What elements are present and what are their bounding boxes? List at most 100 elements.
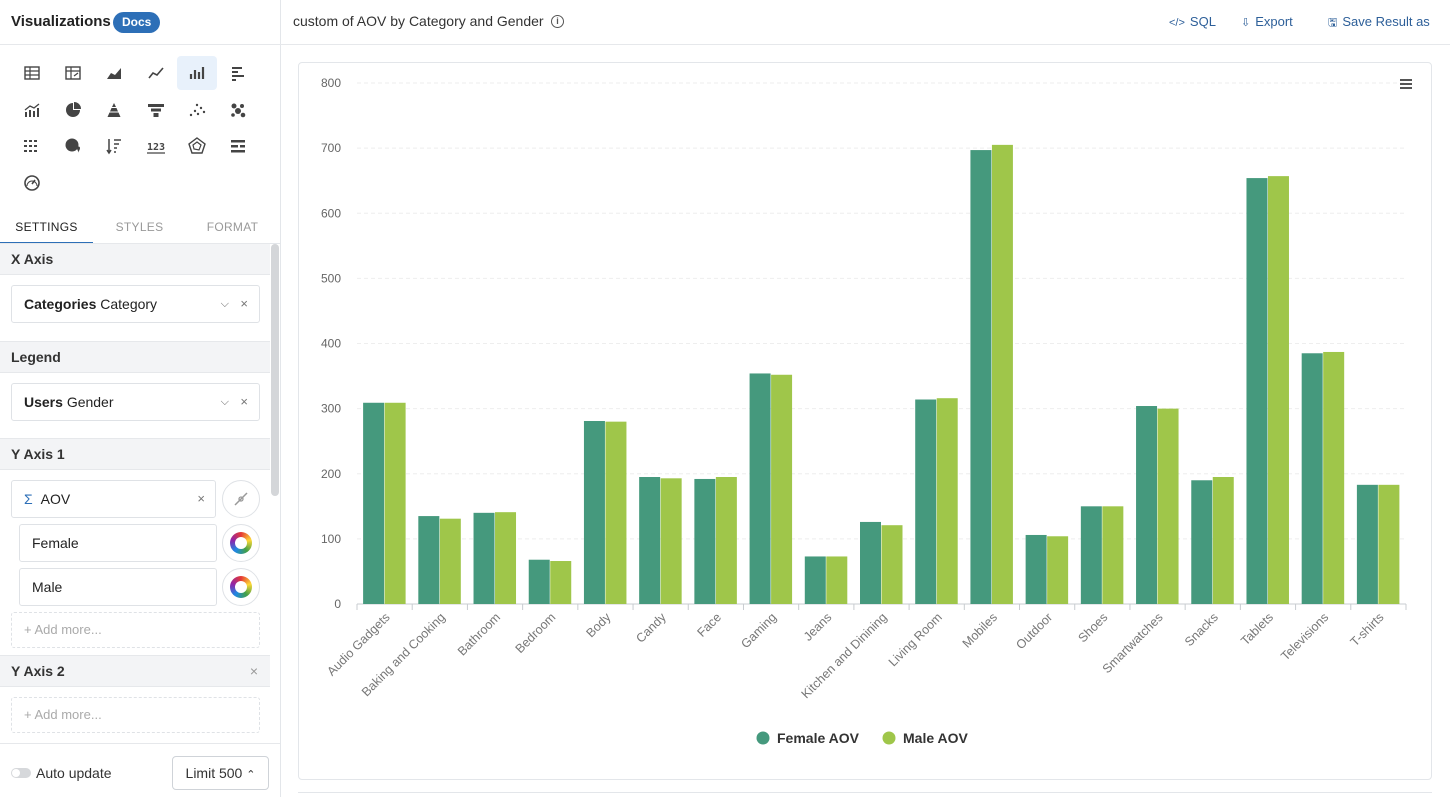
viz-type-gantt[interactable] xyxy=(218,129,258,163)
bar-female xyxy=(473,512,495,604)
chart-menu-icon[interactable] xyxy=(1398,77,1414,93)
bar-female xyxy=(363,402,385,604)
x-tick-label: Outdoor xyxy=(1013,610,1055,652)
x-tick-label: Televisions xyxy=(1278,610,1331,663)
info-icon[interactable]: i xyxy=(551,15,564,28)
bar-male xyxy=(1378,484,1400,604)
male-color-picker[interactable] xyxy=(222,568,260,606)
close-icon[interactable]: × xyxy=(197,491,205,506)
viz-type-line-chart[interactable] xyxy=(136,56,176,90)
sidebar-scrollbar[interactable] xyxy=(271,244,279,496)
chart-title: custom of AOV by Category and Gender xyxy=(293,13,544,29)
sql-button[interactable]: </> SQL xyxy=(1169,14,1216,29)
gauge-icon xyxy=(24,175,40,191)
chart-card: 0 100 200 300 400 500 600 700 800 Audio Gadgets Ba… xyxy=(298,62,1432,780)
x-tick-label: Bedroom xyxy=(513,610,559,656)
viz-type-map[interactable] xyxy=(53,129,93,163)
legend-label: Female AOV xyxy=(777,730,860,746)
bar-male xyxy=(439,518,461,604)
auto-update-label: Auto update xyxy=(36,765,112,781)
area-chart-icon xyxy=(107,68,122,79)
series-male-row[interactable]: Male xyxy=(19,568,217,606)
bar-female xyxy=(1136,406,1158,604)
scatter-icon xyxy=(189,103,205,116)
x-axis-field-table: Categories xyxy=(24,296,97,312)
save-result-button[interactable]: 🖫 Save Result as xyxy=(1328,14,1430,33)
bar-male xyxy=(881,525,903,604)
save-icon: 🖫 xyxy=(1328,17,1338,29)
female-color-picker[interactable] xyxy=(222,524,260,562)
viz-type-horizontal-bar[interactable] xyxy=(218,56,258,90)
docs-badge[interactable]: Docs xyxy=(113,12,161,33)
svg-text:123: 123 xyxy=(147,142,165,153)
viz-type-scatter[interactable] xyxy=(177,93,217,127)
tab-format[interactable]: FORMAT xyxy=(206,220,259,234)
bar-female xyxy=(1025,534,1047,604)
x-tick-label: Shoes xyxy=(1075,610,1110,645)
pivot-table-icon xyxy=(65,66,81,80)
bar-female xyxy=(749,373,771,604)
series-female-row[interactable]: Female xyxy=(19,524,217,562)
y-axis2-add-more[interactable]: + Add more... xyxy=(11,697,260,733)
viz-type-funnel[interactable] xyxy=(136,93,176,127)
viz-type-gauge[interactable] xyxy=(12,166,52,200)
close-icon[interactable]: × xyxy=(240,296,248,311)
chevron-up-icon: ⌃ xyxy=(246,769,256,781)
tab-styles[interactable]: STYLES xyxy=(115,220,164,234)
bubble-icon xyxy=(231,103,246,117)
y-tick-label: 100 xyxy=(321,532,341,546)
y-axis2-heading: Y Axis 2 xyxy=(11,663,65,679)
sidebar-title: Visualizations xyxy=(11,13,111,30)
series-style-button[interactable] xyxy=(222,480,260,518)
y-tick-label: 300 xyxy=(321,402,341,416)
tab-settings[interactable]: SETTINGS xyxy=(0,210,93,244)
bar-female xyxy=(970,150,992,605)
viz-type-combo-chart[interactable] xyxy=(12,93,52,127)
viz-type-pyramid[interactable] xyxy=(94,93,134,127)
export-label: Export xyxy=(1255,14,1293,29)
viz-type-area-chart[interactable] xyxy=(94,56,134,90)
bar-male xyxy=(1157,408,1179,604)
save-label: Save Result as xyxy=(1342,14,1430,29)
bar-male xyxy=(771,374,793,604)
bar-female xyxy=(1246,178,1268,604)
x-axis-field[interactable]: Categories Category ⌵ × xyxy=(11,285,260,323)
chevron-down-icon[interactable]: ⌵ xyxy=(220,396,229,408)
bar-male xyxy=(991,144,1013,604)
auto-update-toggle[interactable] xyxy=(11,768,31,778)
bar-male xyxy=(384,402,406,604)
bar-male xyxy=(660,478,682,604)
viz-type-bubble[interactable] xyxy=(218,93,258,127)
close-icon[interactable]: × xyxy=(240,394,248,409)
x-tick-label: Gaming xyxy=(738,610,779,651)
y-axis2-section-title: Y Axis 2 × xyxy=(0,655,270,687)
viz-type-table[interactable] xyxy=(12,56,52,90)
chevron-down-icon[interactable]: ⌵ xyxy=(220,298,229,310)
bar-male xyxy=(1212,477,1234,604)
bar-female xyxy=(639,477,661,604)
y-tick-label: 400 xyxy=(321,337,341,351)
x-tick-label: T-shirts xyxy=(1348,610,1387,649)
y-axis1-add-more[interactable]: + Add more... xyxy=(11,612,260,648)
code-icon: </> xyxy=(1169,17,1185,29)
viz-type-bar-chart[interactable] xyxy=(176,56,217,90)
legend-field[interactable]: Users Gender ⌵ × xyxy=(11,383,260,421)
bar-male xyxy=(1267,176,1289,604)
legend-field-column: Gender xyxy=(66,394,114,410)
bar-female xyxy=(1191,480,1213,604)
bar-male xyxy=(1323,351,1345,604)
viz-type-radar[interactable] xyxy=(177,129,217,163)
y-axis1-measure-field[interactable]: Σ AOV × xyxy=(11,480,216,518)
close-icon[interactable]: × xyxy=(249,663,258,679)
bar-male xyxy=(1102,506,1124,604)
x-axis-section-title: X Axis xyxy=(0,243,270,275)
bar-chart-icon xyxy=(189,67,204,79)
viz-type-pie-chart[interactable] xyxy=(53,93,93,127)
y-tick-label: 200 xyxy=(321,467,341,481)
viz-type-number[interactable]: 123 xyxy=(136,129,176,163)
viz-type-pivot-table[interactable] xyxy=(53,56,93,90)
viz-type-sorted-list[interactable] xyxy=(94,129,134,163)
limit-button[interactable]: Limit 500 ⌃ xyxy=(172,756,269,790)
viz-type-heatmap[interactable] xyxy=(12,129,52,163)
export-button[interactable]: ⇩ Export xyxy=(1241,14,1293,29)
